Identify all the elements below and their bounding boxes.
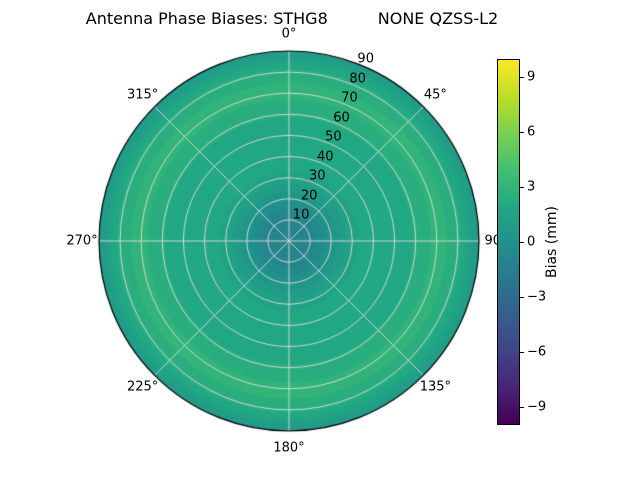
angular-tick-label: 270° [66, 233, 98, 249]
colorbar-tick-mark [520, 187, 524, 189]
colorbar-tick-mark [520, 132, 524, 134]
chart-title-left: Antenna Phase Biases: STHG8 [85, 9, 328, 28]
radial-tick-label: 70 [341, 90, 358, 106]
colorbar [497, 59, 520, 425]
colorbar-tick-mark [520, 77, 524, 79]
angular-tick-label: 315° [126, 87, 159, 103]
colorbar-tick-label: 3 [527, 179, 536, 195]
colorbar-tick-label: −9 [527, 399, 547, 415]
radial-tick-label: 80 [349, 71, 366, 87]
radial-tick-label: 60 [333, 110, 350, 126]
chart-title-right: NONE QZSS-L2 [377, 9, 499, 28]
angular-tick-label: 225° [126, 379, 159, 395]
colorbar-tick-mark [520, 242, 524, 243]
colorbar-tick-label: 9 [527, 69, 536, 85]
angular-tick-label: 0° [281, 26, 297, 42]
angular-tick-label: 45° [423, 87, 447, 103]
angular-tick-label: 135° [419, 379, 452, 395]
colorbar-tick-mark [520, 351, 524, 353]
radial-tick-label: 10 [292, 207, 310, 223]
radial-tick-label: 30 [308, 168, 326, 184]
angular-tick-label: 180° [273, 440, 305, 456]
colorbar-tick-label: 6 [527, 124, 536, 140]
chart-title: Antenna Phase Biases: STHG8 NONE QZSS-L2 [86, 9, 498, 28]
colorbar-tick-label: −3 [527, 289, 547, 305]
radial-tick-label: 90 [357, 51, 374, 67]
radial-tick-label: 40 [317, 149, 334, 165]
colorbar-tick-label: 0 [527, 234, 536, 250]
colorbar-tick-mark [520, 406, 524, 408]
colorbar-label: Bias (mm) [544, 205, 560, 279]
colorbar-tick-mark [520, 296, 524, 298]
radial-tick-label: 50 [325, 129, 342, 145]
colorbar-tick-label: −6 [527, 344, 547, 360]
radial-tick-label: 20 [300, 188, 318, 204]
